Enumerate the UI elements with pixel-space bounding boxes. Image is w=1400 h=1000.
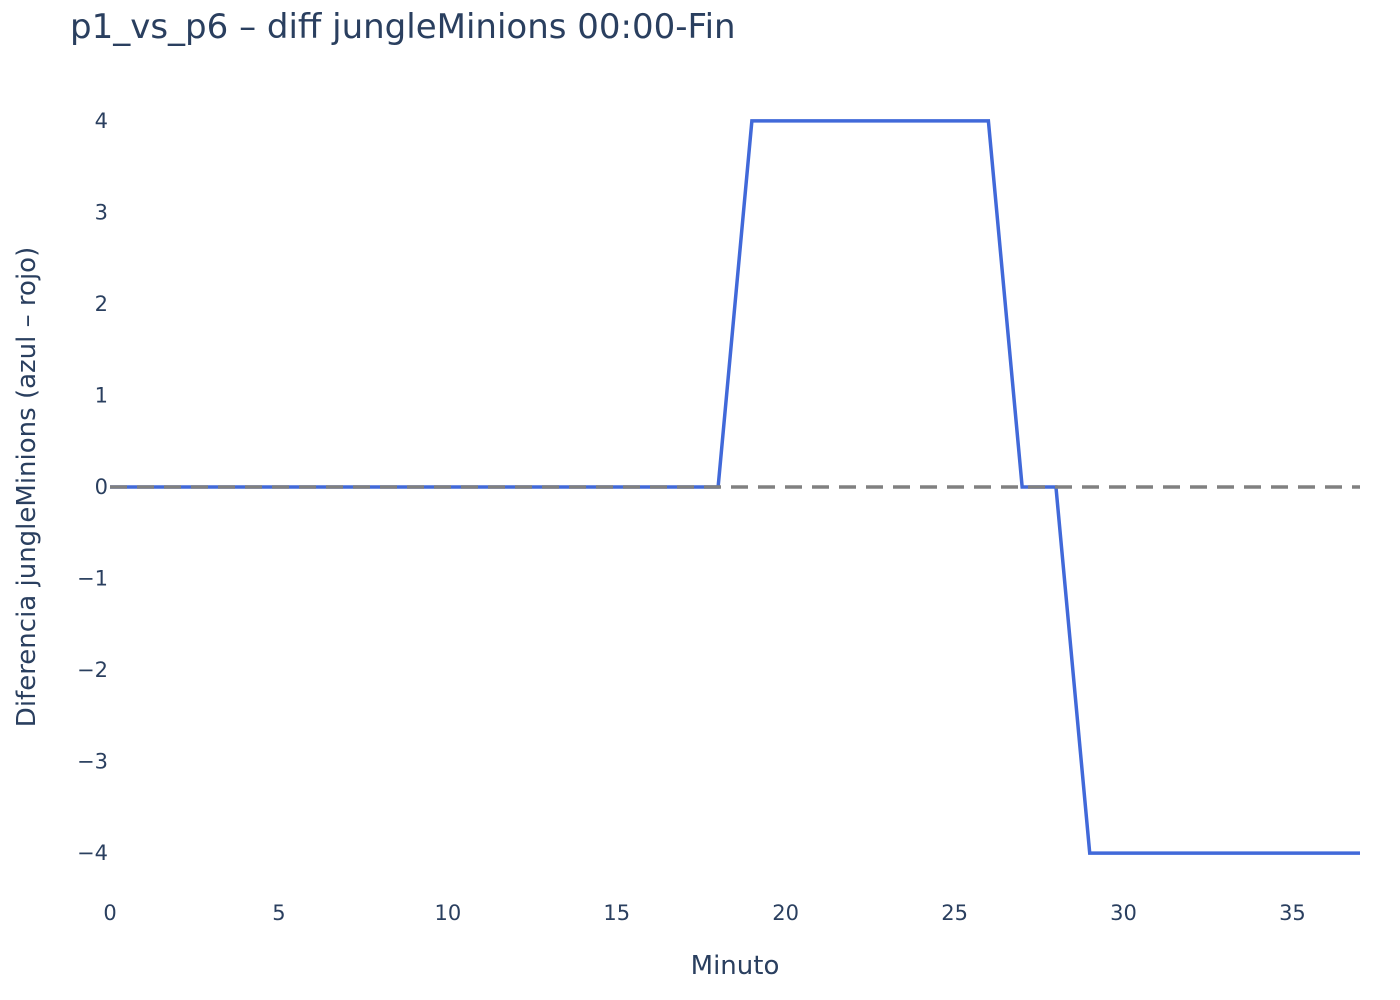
x-tick-label: 10 <box>434 901 461 925</box>
x-tick-label: 20 <box>772 901 799 925</box>
chart-title: p1_vs_p6 – diff jungleMinions 00:00-Fin <box>70 7 736 47</box>
x-axis-title: Minuto <box>691 951 780 981</box>
x-tick-label: 5 <box>272 901 285 925</box>
y-tick-label: 4 <box>95 109 108 133</box>
plot-area <box>110 119 1360 855</box>
y-tick-label: −2 <box>77 658 108 682</box>
x-axis-ticks: 0 5 10 15 20 25 30 35 <box>103 901 1305 925</box>
x-tick-label: 0 <box>103 901 116 925</box>
y-tick-label: 1 <box>95 383 108 407</box>
x-tick-label: 25 <box>941 901 968 925</box>
y-tick-label: −4 <box>77 841 108 865</box>
y-tick-label: 3 <box>95 200 108 224</box>
y-tick-label: 0 <box>95 475 108 499</box>
y-tick-label: −3 <box>77 750 108 774</box>
y-tick-label: −1 <box>77 567 108 591</box>
x-tick-label: 15 <box>603 901 630 925</box>
y-tick-label: 2 <box>95 292 108 316</box>
x-tick-label: 35 <box>1279 901 1306 925</box>
x-tick-label: 30 <box>1110 901 1137 925</box>
y-axis-ticks: 4 3 2 1 0 −1 −2 −3 −4 <box>77 109 108 865</box>
y-axis-title: Diferencia jungleMinions (azul – rojo) <box>12 247 42 727</box>
series-line-0 <box>110 119 1360 855</box>
